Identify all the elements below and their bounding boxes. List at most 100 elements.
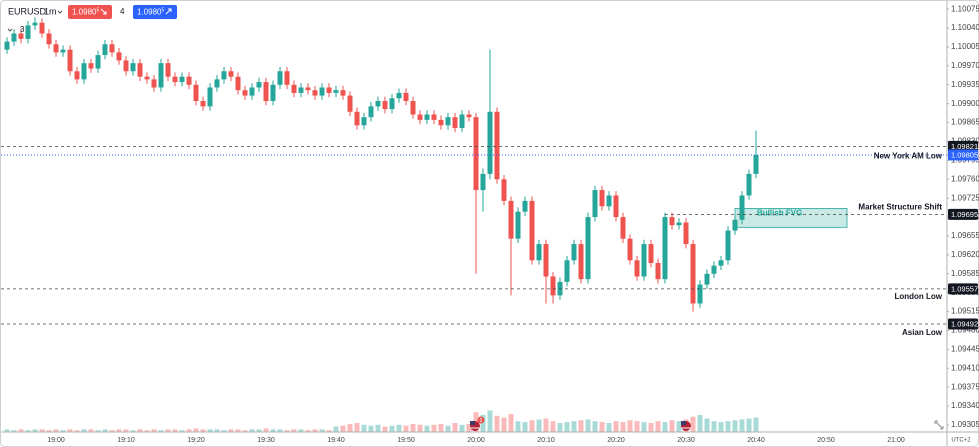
candle-body [25, 25, 31, 39]
candle-body [571, 244, 577, 261]
interval[interactable]: 1m [44, 6, 57, 16]
volume-bar [648, 423, 654, 432]
dot: · [37, 6, 40, 16]
candle-body [585, 217, 591, 280]
candle-body [564, 260, 570, 282]
y-tick-label: 1.09655 [951, 231, 979, 240]
candle-body [151, 79, 157, 88]
timezone[interactable]: UTC+2 [951, 438, 971, 444]
candle-body [228, 71, 234, 77]
volume-bar [95, 430, 101, 432]
candle-body [711, 265, 717, 274]
candle-body [536, 244, 542, 261]
event-icon[interactable] [470, 421, 480, 431]
volume-bar [151, 429, 157, 432]
volume-bar [130, 430, 136, 432]
candle-body [88, 63, 94, 69]
volume-bar [522, 422, 528, 432]
candle-body [186, 76, 192, 85]
level-name: Asian Low [902, 328, 943, 337]
x-tick-label: 19:50 [397, 437, 415, 444]
x-tick-label: 20:50 [817, 437, 835, 444]
candle-body [18, 33, 24, 39]
volume-bar [277, 429, 283, 432]
volume-bar [291, 429, 297, 432]
buy-button[interactable] [133, 5, 177, 19]
volume-bar [627, 420, 633, 432]
volume-bar [53, 429, 59, 432]
indicators-caret[interactable] [7, 28, 13, 32]
y-tick-label: 1.09410 [951, 363, 979, 372]
volume-bar [564, 422, 570, 432]
x-tick-label: 19:20 [187, 437, 205, 444]
candle-body [81, 63, 87, 80]
candle-body [697, 284, 703, 304]
volume-bar [116, 429, 122, 432]
volume-bar [711, 421, 717, 432]
candle-body [403, 92, 409, 101]
y-tick-label: 1.09970 [951, 61, 979, 70]
volume-bar [389, 425, 395, 432]
candle-body [606, 195, 612, 207]
candle-body [333, 90, 339, 93]
volume-bar [676, 421, 682, 432]
y-tick-label: 1.09585 [951, 269, 979, 278]
candle-body [599, 190, 605, 207]
volume-bar [60, 430, 66, 432]
candle-body [718, 260, 724, 266]
candle-body [270, 84, 276, 101]
candle-body [529, 200, 535, 261]
y-tick-label: 1.09375 [951, 382, 979, 391]
candle-body [732, 219, 738, 231]
volume-bar [256, 429, 262, 432]
volume-bar [753, 417, 759, 432]
candle-body [438, 119, 444, 126]
volume-bar [81, 429, 87, 432]
sell-button[interactable] [68, 5, 112, 19]
volume-bar [424, 425, 430, 432]
y-tick-label: 1.09935 [951, 80, 979, 89]
event-icon[interactable] [681, 421, 691, 431]
candle-body [368, 106, 374, 118]
level-price-box [948, 283, 978, 295]
volume-bar [515, 421, 521, 432]
level-name: New York AM Low [874, 151, 943, 160]
volume-bar [88, 429, 94, 432]
volume-bar [326, 430, 332, 432]
volume-bar [494, 415, 500, 432]
volume-bar [221, 430, 227, 432]
sell-price: 1.09805 [72, 8, 99, 17]
volume-bar [396, 424, 402, 432]
symbol[interactable]: EURUSD [8, 6, 47, 16]
candle-body [578, 244, 584, 280]
candle-body [431, 114, 437, 120]
candle-body [39, 22, 45, 34]
candle-body [298, 87, 304, 93]
volume-bar [67, 429, 73, 432]
volume-bar [382, 426, 388, 432]
candle-body [249, 87, 255, 96]
volume-bar [417, 424, 423, 432]
candle-body [739, 195, 745, 220]
candle-body [235, 76, 241, 91]
candle-body [669, 217, 675, 226]
volume-bar [725, 421, 731, 432]
fvg-label: Bullish FVG [757, 209, 802, 218]
volume-bar [165, 429, 171, 432]
candle-body [417, 114, 423, 120]
candle-body [179, 76, 185, 83]
candle-body [172, 76, 178, 83]
volume-bar [361, 424, 367, 432]
y-tick-label: 1.09900 [951, 99, 979, 108]
spread: 4 [120, 7, 125, 16]
candle-body [396, 92, 402, 99]
candle-body [361, 117, 367, 126]
event-badge-count: 2 [480, 418, 483, 424]
expand-icon[interactable] [934, 420, 944, 430]
level-price-box [948, 318, 978, 330]
volume-bar [109, 430, 115, 432]
volume-bar [46, 430, 52, 432]
volume-bar [739, 419, 745, 432]
candle-body [214, 79, 220, 88]
